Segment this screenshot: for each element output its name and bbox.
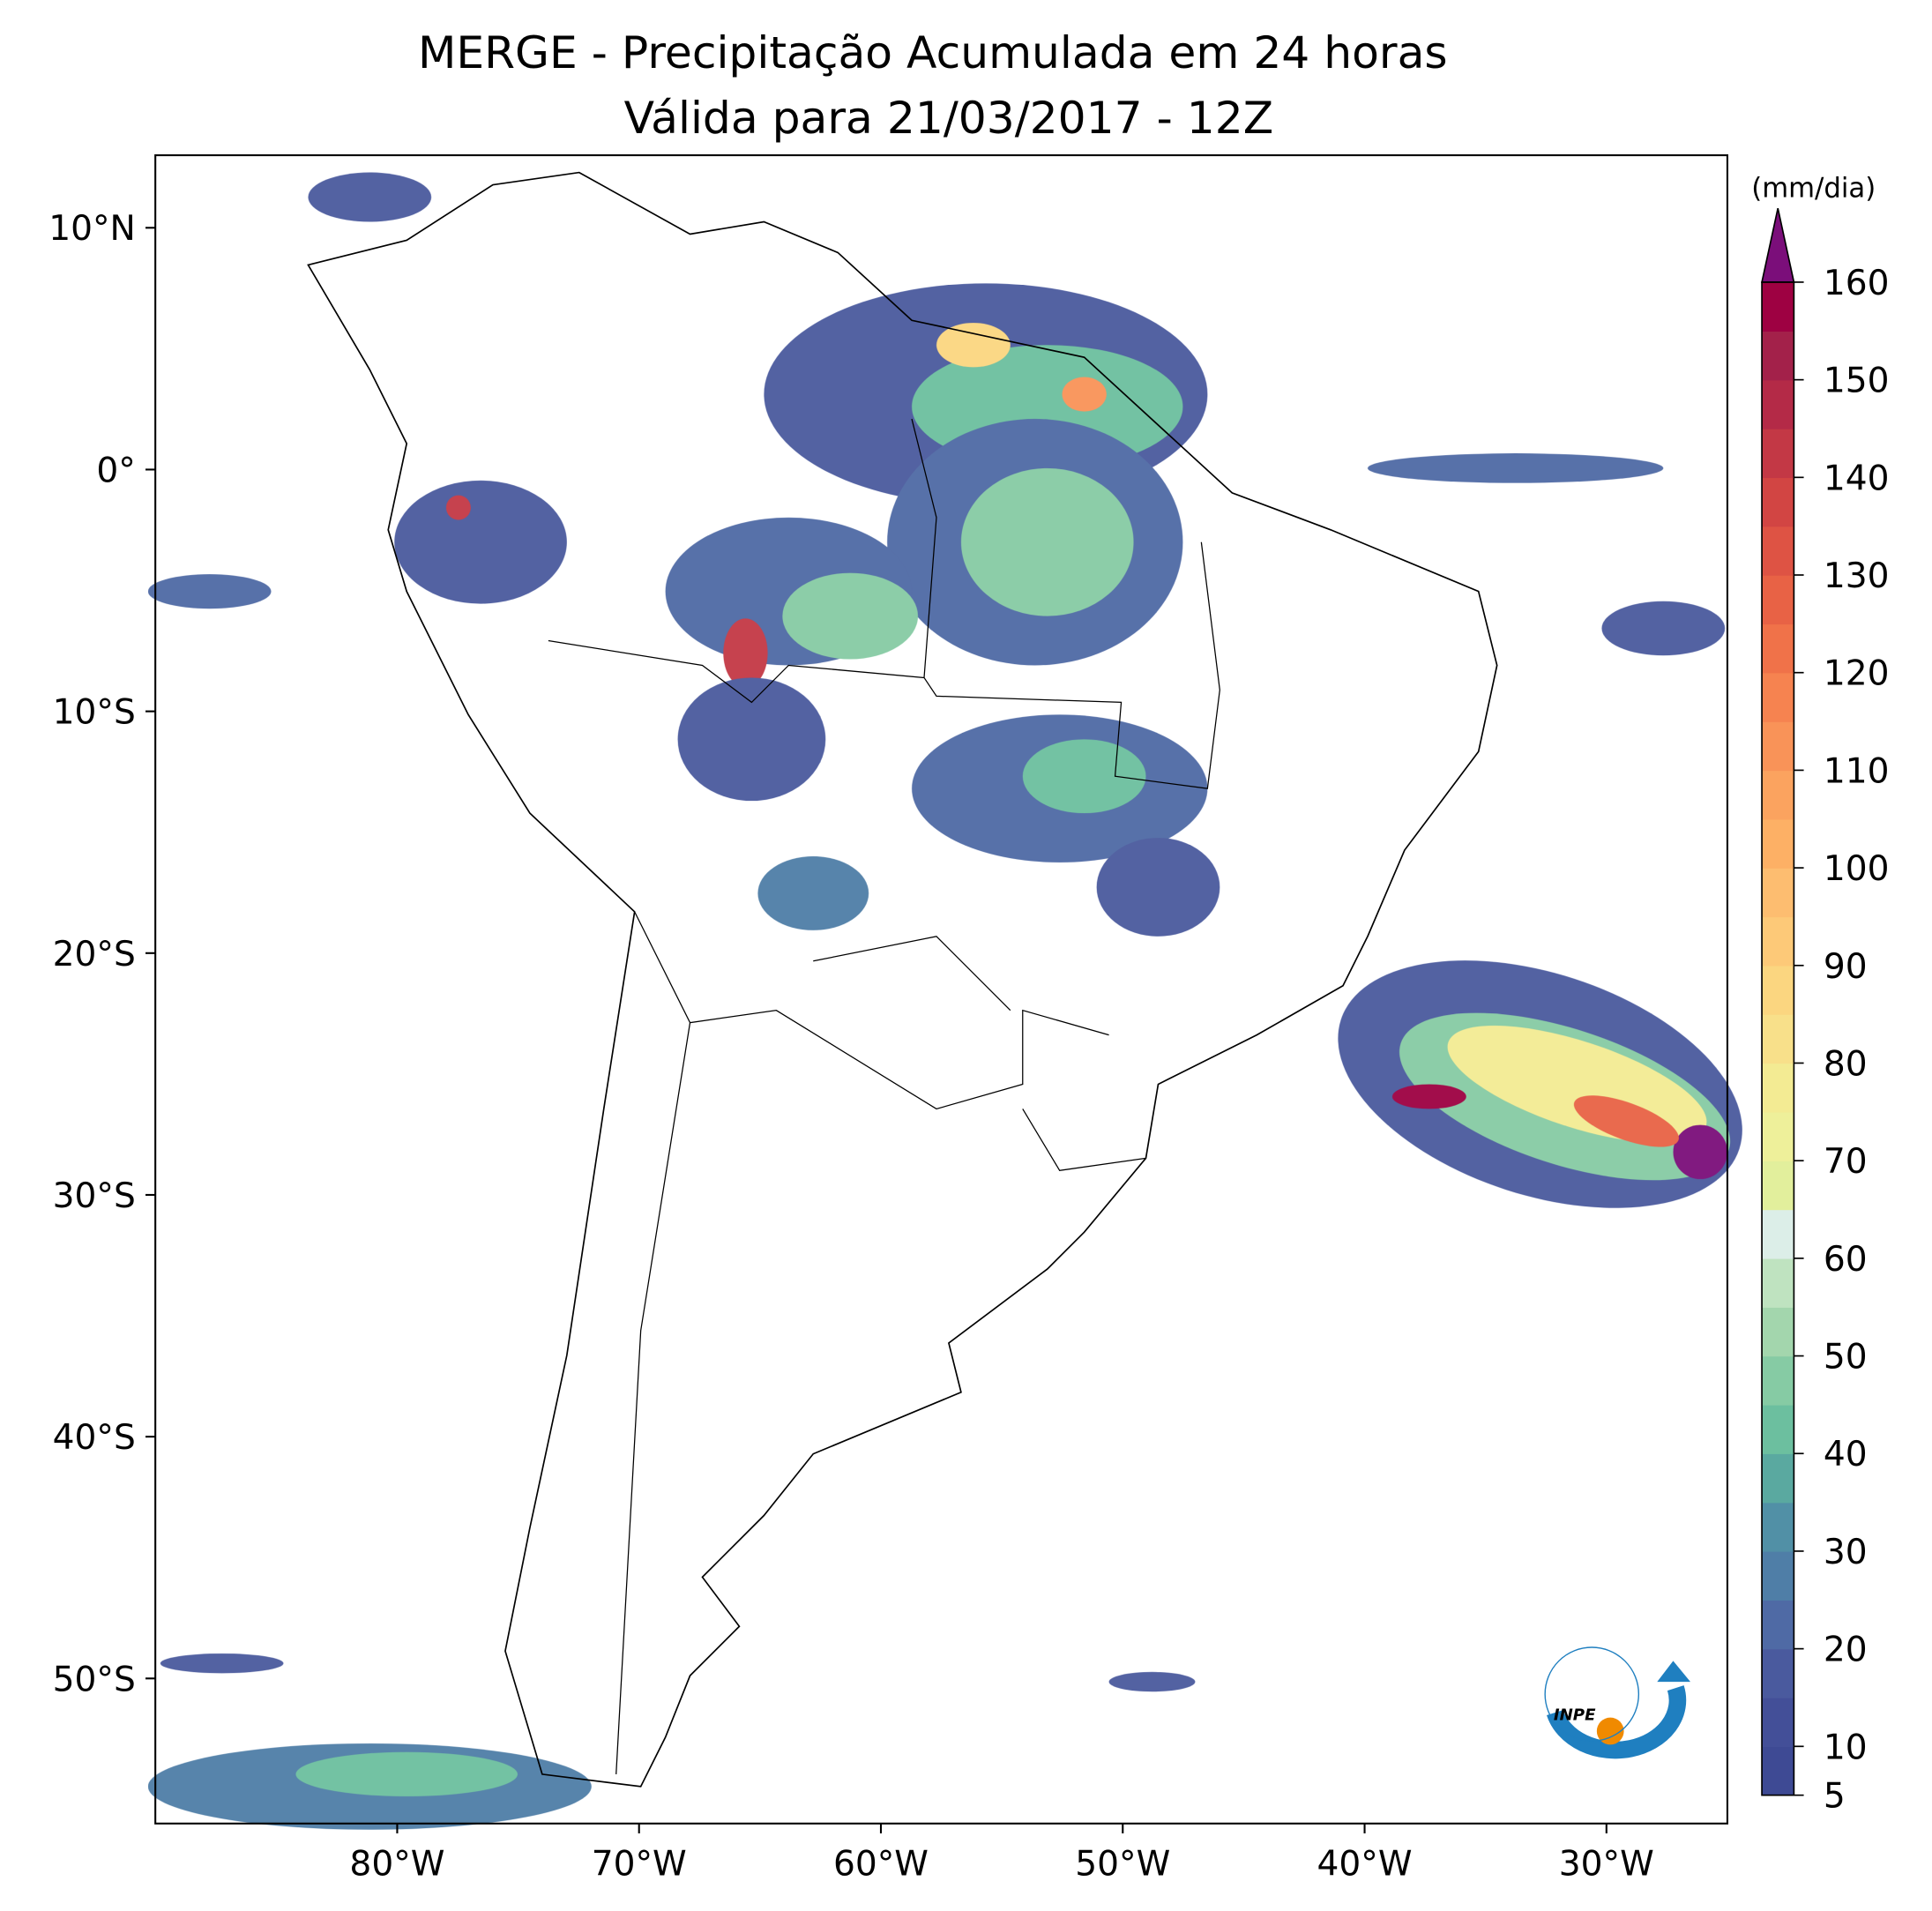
colorbar-tick-label: 130 bbox=[1824, 556, 1890, 596]
colorbar-tick-label: 20 bbox=[1824, 1631, 1868, 1670]
colorbar-bin bbox=[1762, 477, 1794, 527]
colorbar-extension bbox=[1761, 207, 1795, 283]
colorbar-tick-label: 10 bbox=[1824, 1728, 1868, 1767]
colorbar-bin bbox=[1762, 575, 1794, 625]
colorbar-tick-label: 30 bbox=[1824, 1533, 1868, 1572]
colorbar-bin bbox=[1762, 1453, 1794, 1504]
precipitation-field bbox=[147, 172, 1742, 1830]
colorbar-label: (mm/dia) bbox=[1751, 173, 1876, 205]
colorbar-bin bbox=[1762, 1600, 1794, 1650]
x-tick-label: 80°W bbox=[349, 1844, 444, 1884]
colorbar-bin bbox=[1762, 1111, 1794, 1161]
colorbar-bin bbox=[1762, 379, 1794, 429]
colorbar-bin bbox=[1762, 1161, 1794, 1211]
colorbar-bin bbox=[1762, 1063, 1794, 1113]
y-tick-label: 20°S bbox=[53, 935, 136, 974]
colorbar-bin bbox=[1762, 1209, 1794, 1259]
colorbar-tick-label: 70 bbox=[1824, 1142, 1868, 1182]
continent-outline bbox=[307, 171, 1498, 1788]
y-tick-label: 0° bbox=[96, 451, 135, 490]
colorbar-bin bbox=[1762, 1014, 1794, 1064]
colorbar-bin bbox=[1762, 770, 1794, 820]
colorbar-bin bbox=[1762, 428, 1794, 479]
colorbar-tick-label: 160 bbox=[1824, 264, 1890, 303]
colorbar-bin bbox=[1762, 623, 1794, 674]
y-tick-label: 30°S bbox=[53, 1176, 136, 1216]
colorbar-bin bbox=[1762, 672, 1794, 722]
colorbar-tick-label: 90 bbox=[1824, 947, 1868, 987]
x-tick-label: 70°W bbox=[592, 1844, 687, 1884]
colorbar-tick-label: 50 bbox=[1824, 1338, 1868, 1377]
colorbar-bin bbox=[1762, 1502, 1794, 1552]
country-borders bbox=[548, 418, 1220, 1774]
colorbar-bin bbox=[1762, 1307, 1794, 1357]
colorbar-bin bbox=[1762, 868, 1794, 918]
colorbar-frame bbox=[1761, 281, 1795, 1796]
colorbar-bin bbox=[1762, 1746, 1794, 1796]
colorbar-tick-label: 80 bbox=[1824, 1044, 1868, 1084]
y-tick-label: 10°S bbox=[53, 693, 136, 733]
colorbar-tick-label: 110 bbox=[1824, 751, 1890, 791]
colorbar-tick-label: 60 bbox=[1824, 1240, 1868, 1280]
colorbar-tick-label: 140 bbox=[1824, 459, 1890, 498]
colorbar-tick-label: 120 bbox=[1824, 654, 1890, 694]
y-tick-label: 50°S bbox=[53, 1660, 136, 1699]
subtitle: Válida para 21/03/2017 - 12Z bbox=[624, 92, 1273, 144]
logo: INPE bbox=[1544, 1646, 1691, 1759]
colorbar-bin bbox=[1762, 965, 1794, 1015]
colorbar-tick-label: 40 bbox=[1824, 1435, 1868, 1474]
y-tick-label: 10°N bbox=[48, 209, 136, 249]
colorbar-bin bbox=[1762, 526, 1794, 576]
colorbar-bin bbox=[1762, 331, 1794, 381]
map-frame bbox=[154, 153, 1728, 1825]
colorbar-bin bbox=[1762, 721, 1794, 772]
colorbar-bin bbox=[1762, 1648, 1794, 1698]
x-tick-label: 50°W bbox=[1075, 1844, 1170, 1884]
title: MERGE - Precipitação Acumulada em 24 hor… bbox=[418, 26, 1448, 78]
colorbar-tick-label: 150 bbox=[1824, 362, 1890, 401]
logo-text: INPE bbox=[1554, 1706, 1596, 1724]
colorbar-bin bbox=[1762, 1404, 1794, 1454]
colorbar-bin bbox=[1762, 818, 1794, 869]
x-tick-label: 30°W bbox=[1559, 1844, 1654, 1884]
colorbar-tick-label: 5 bbox=[1824, 1777, 1846, 1817]
colorbar-bin bbox=[1762, 1355, 1794, 1406]
colorbar-bin bbox=[1762, 281, 1794, 332]
colorbar: 5 10 20 30 40 50 60 70 80 90 100 110 120 130 140 150 160 bbox=[1761, 207, 1890, 1817]
colorbar-bin bbox=[1762, 1697, 1794, 1748]
colorbar-bin bbox=[1762, 1258, 1794, 1308]
colorbar-bin bbox=[1762, 1550, 1794, 1601]
colorbar-tick-label: 100 bbox=[1824, 849, 1890, 889]
x-tick-label: 40°W bbox=[1317, 1844, 1413, 1884]
y-tick-label: 40°S bbox=[53, 1418, 136, 1458]
colorbar-bin bbox=[1762, 916, 1794, 967]
x-tick-label: 60°W bbox=[833, 1844, 929, 1884]
